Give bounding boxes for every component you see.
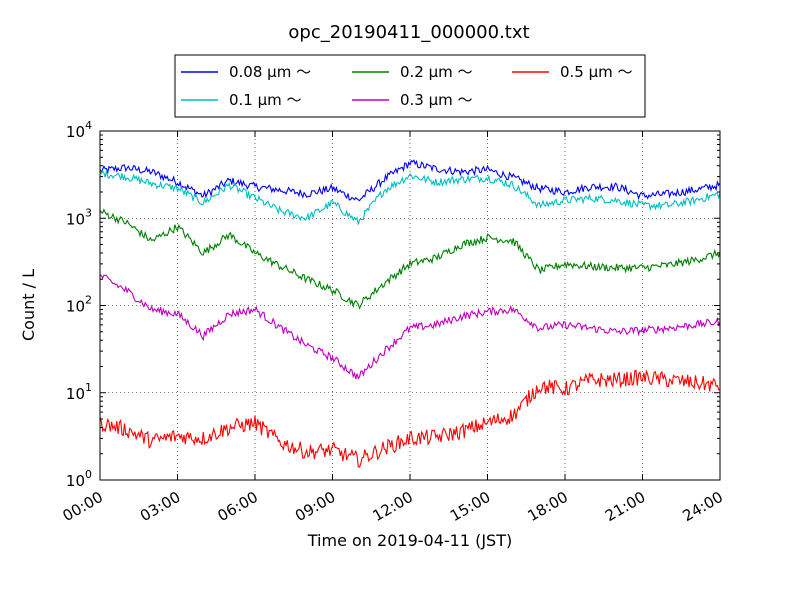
y-tick-exponent: 0 — [85, 468, 92, 481]
legend-label: 0.08 μm ～ — [229, 63, 311, 81]
x-tick-label: 03:00 — [137, 488, 183, 525]
x-tick-label: 09:00 — [292, 488, 338, 525]
y-axis-label: Count / L — [19, 269, 38, 341]
y-tick-exponent: 4 — [85, 119, 92, 132]
legend: 0.08 μm ～ 0.1 μm ～ 0.2 μm ～ 0.3 μm ～ 0.5 μm … — [174, 54, 646, 118]
y-tick-label: 100 — [66, 468, 92, 490]
y-tick-label: 103 — [66, 206, 92, 228]
x-tick-label: 24:00 — [680, 488, 726, 525]
x-tick-label: 00:00 — [60, 488, 106, 525]
legend-label: 0.2 μm ～ — [400, 63, 473, 81]
grid — [100, 131, 720, 480]
y-tick-base: 10 — [66, 298, 85, 316]
legend-label: 0.3 μm ～ — [400, 91, 473, 109]
x-tick-label: 18:00 — [525, 488, 571, 525]
series-line — [99, 274, 721, 380]
legend-label: 0.5 μm ～ — [560, 63, 633, 81]
y-tick-base: 10 — [66, 472, 85, 490]
x-tick-label: 21:00 — [602, 488, 648, 525]
y-tick-exponent: 1 — [85, 381, 92, 394]
chart-title: opc_20190411_000000.txt — [288, 22, 529, 43]
y-tick-base: 10 — [66, 123, 85, 141]
y-tick-exponent: 2 — [85, 294, 92, 307]
series-line — [99, 369, 720, 468]
series-line — [99, 170, 721, 225]
legend-label: 0.1 μm ～ — [229, 91, 302, 109]
series-layer — [99, 159, 721, 468]
legend-box — [174, 54, 646, 118]
x-tick-label: 15:00 — [447, 488, 493, 525]
y-tick-base: 10 — [66, 385, 85, 403]
ticks: 00:00 03:00 06:00 09:00 12:00 15:00 18:00 21:00… — [60, 119, 726, 525]
x-tick-label: 12:00 — [370, 488, 416, 525]
series-line — [99, 208, 721, 310]
y-tick-base: 10 — [66, 210, 85, 228]
y-tick-exponent: 3 — [85, 206, 92, 219]
y-tick-label: 104 — [66, 119, 92, 141]
x-axis-label: Time on 2019-04-11 (JST) — [307, 531, 512, 550]
x-tick-label: 06:00 — [215, 488, 261, 525]
y-tick-label: 102 — [66, 294, 92, 316]
series-line — [99, 159, 721, 202]
y-tick-label: 101 — [66, 381, 92, 403]
